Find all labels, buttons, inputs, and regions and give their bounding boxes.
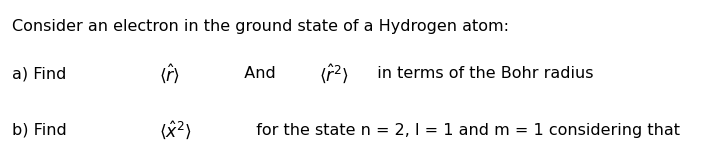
Text: Consider an electron in the ground state of a Hydrogen atom:: Consider an electron in the ground state… [12,19,508,34]
Text: $\langle \hat{r} \rangle$: $\langle \hat{r} \rangle$ [159,62,180,86]
Text: $\langle \hat{r}^{2} \rangle$: $\langle \hat{r}^{2} \rangle$ [319,62,348,86]
Text: in terms of the Bohr radius: in terms of the Bohr radius [367,66,593,82]
Text: b) Find: b) Find [12,123,71,138]
Text: $\langle \hat{x}^{2} \rangle$: $\langle \hat{x}^{2} \rangle$ [159,119,192,141]
Text: And: And [235,66,282,82]
Text: a) Find: a) Find [12,66,71,82]
Text: for the state n = 2, l = 1 and m = 1 considering that: for the state n = 2, l = 1 and m = 1 con… [246,123,690,138]
